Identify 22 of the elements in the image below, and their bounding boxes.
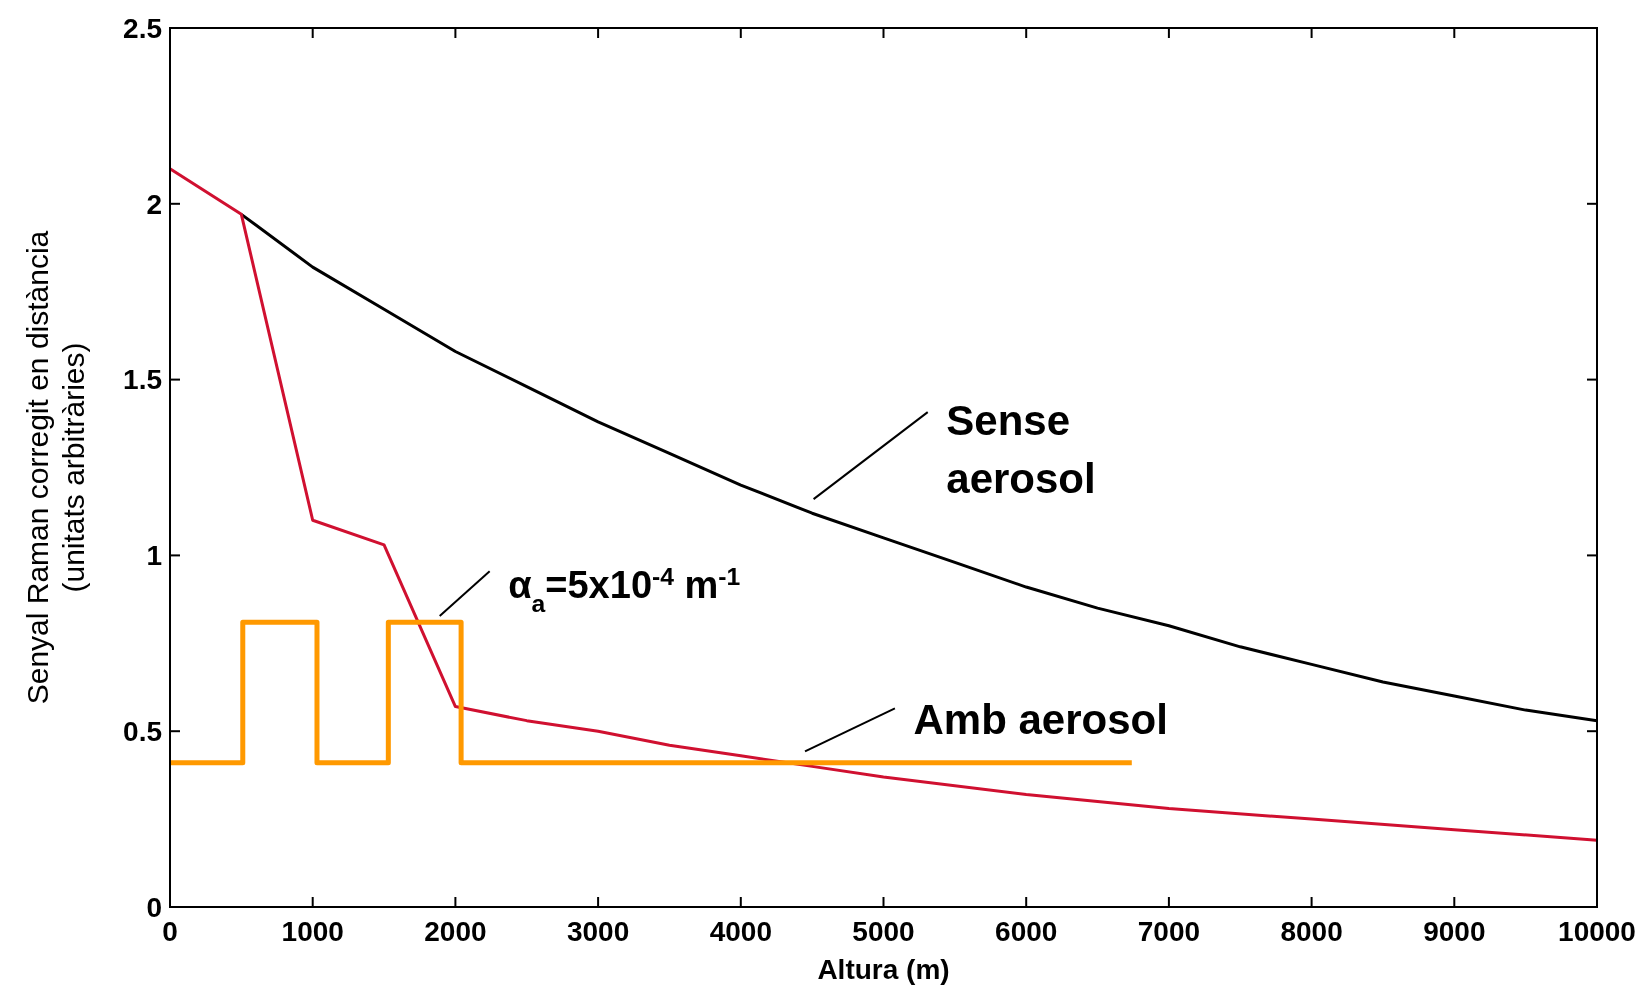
x-tick-label: 1000: [281, 916, 344, 947]
x-tick-label: 9000: [1423, 916, 1486, 947]
annotation: α$_{a}$=5x10$^{-4}$ m$^{-1}$: [508, 562, 741, 617]
x-tick-label: 5000: [852, 916, 915, 947]
x-tick-label: 8000: [1280, 916, 1343, 947]
x-axis-title: Altura (m): [817, 954, 950, 985]
y-axis-title: Senyal Raman corregit en distància (unitats arbitràries): [21, 230, 90, 705]
y-tick-label: 2: [146, 188, 162, 220]
y-tick-label: 1: [146, 540, 162, 572]
y-tick-label: 0.5: [123, 716, 162, 747]
line-series: [168, 167, 1599, 842]
y-tick-label: 2.5: [123, 12, 162, 44]
y-tick-label: 1.5: [123, 364, 162, 396]
x-tick-label: 6000: [995, 916, 1058, 947]
x-tick-label: 3000: [566, 916, 630, 947]
x-tick-label: 10000: [1558, 916, 1636, 947]
x-tick-label: 2000: [424, 916, 487, 947]
x-tick-label: 4000: [709, 916, 772, 947]
annotation: Amb aerosol: [913, 695, 1168, 743]
x-tick-label: 7000: [1137, 916, 1201, 947]
y-tick-label: 0: [146, 891, 162, 923]
annotation: Sense aerosol: [946, 396, 1096, 502]
